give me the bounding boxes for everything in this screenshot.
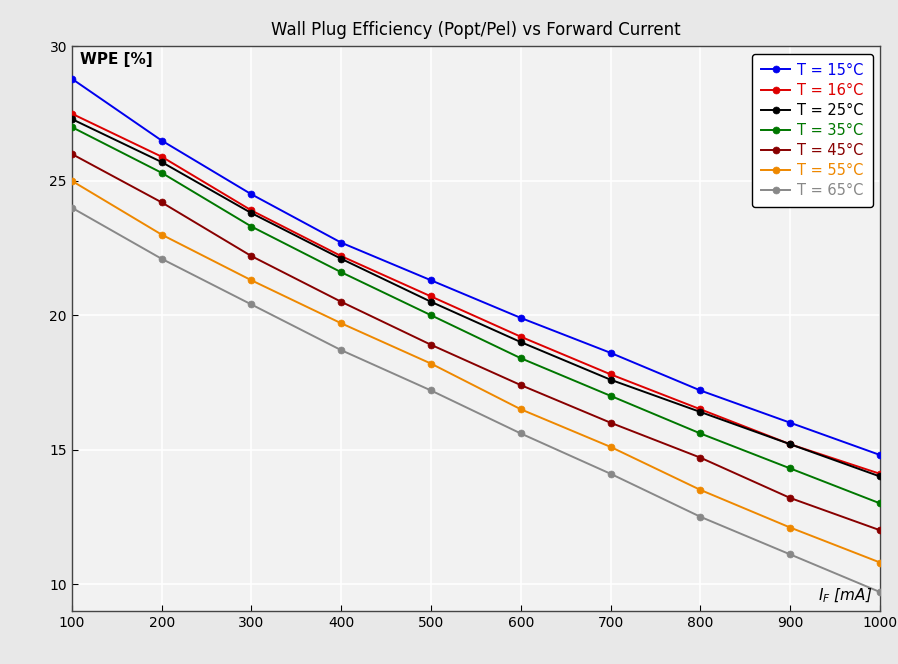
T = 15°C <box>695 386 706 394</box>
T = 35°C <box>875 499 885 507</box>
T = 16°C <box>605 371 616 378</box>
T = 65°C <box>515 430 526 438</box>
T = 25°C <box>875 473 885 481</box>
T = 65°C <box>695 513 706 521</box>
T = 45°C <box>875 527 885 535</box>
T = 45°C <box>515 381 526 389</box>
T = 45°C <box>426 341 436 349</box>
T = 16°C <box>66 110 77 118</box>
T = 55°C <box>875 558 885 566</box>
T = 35°C <box>785 464 796 472</box>
Line: T = 15°C: T = 15°C <box>68 75 884 458</box>
Line: T = 65°C: T = 65°C <box>68 205 884 596</box>
T = 15°C <box>605 349 616 357</box>
T = 15°C <box>515 314 526 322</box>
T = 65°C <box>156 255 167 263</box>
T = 16°C <box>515 333 526 341</box>
T = 45°C <box>66 150 77 158</box>
T = 45°C <box>156 199 167 207</box>
Line: T = 45°C: T = 45°C <box>68 151 884 534</box>
T = 16°C <box>156 153 167 161</box>
T = 25°C <box>426 298 436 306</box>
T = 15°C <box>66 75 77 83</box>
Text: WPE [%]: WPE [%] <box>80 52 153 67</box>
T = 15°C <box>336 238 347 246</box>
T = 55°C <box>336 319 347 327</box>
T = 65°C <box>605 470 616 478</box>
T = 35°C <box>515 355 526 363</box>
T = 35°C <box>605 392 616 400</box>
T = 25°C <box>785 440 796 448</box>
Line: T = 35°C: T = 35°C <box>68 124 884 507</box>
T = 35°C <box>156 169 167 177</box>
T = 35°C <box>426 311 436 319</box>
T = 65°C <box>66 204 77 212</box>
T = 65°C <box>426 386 436 394</box>
T = 65°C <box>246 301 257 309</box>
T = 55°C <box>246 276 257 284</box>
T = 35°C <box>66 123 77 131</box>
T = 25°C <box>515 338 526 346</box>
T = 25°C <box>605 376 616 384</box>
T = 15°C <box>426 276 436 284</box>
T = 15°C <box>156 137 167 145</box>
Line: T = 25°C: T = 25°C <box>68 116 884 480</box>
T = 35°C <box>336 268 347 276</box>
T = 45°C <box>695 454 706 461</box>
T = 45°C <box>785 494 796 502</box>
T = 55°C <box>605 443 616 451</box>
T = 16°C <box>426 292 436 300</box>
T = 16°C <box>246 207 257 214</box>
T = 65°C <box>336 346 347 354</box>
Title: Wall Plug Efficiency (Popt/Pel) vs Forward Current: Wall Plug Efficiency (Popt/Pel) vs Forwa… <box>271 21 681 39</box>
T = 25°C <box>336 255 347 263</box>
T = 16°C <box>336 252 347 260</box>
Text: $I_F$ [mA]: $I_F$ [mA] <box>817 587 872 606</box>
T = 55°C <box>785 524 796 532</box>
T = 16°C <box>875 470 885 478</box>
T = 35°C <box>246 222 257 230</box>
T = 25°C <box>66 115 77 123</box>
T = 55°C <box>695 486 706 494</box>
T = 45°C <box>605 419 616 427</box>
T = 25°C <box>695 408 706 416</box>
T = 15°C <box>785 419 796 427</box>
T = 16°C <box>695 405 706 413</box>
T = 45°C <box>336 298 347 306</box>
T = 25°C <box>156 158 167 166</box>
Line: T = 55°C: T = 55°C <box>68 177 884 566</box>
T = 25°C <box>246 209 257 217</box>
T = 15°C <box>875 451 885 459</box>
T = 55°C <box>515 405 526 413</box>
T = 45°C <box>246 252 257 260</box>
T = 55°C <box>156 230 167 238</box>
Line: T = 16°C: T = 16°C <box>68 110 884 477</box>
T = 65°C <box>785 550 796 558</box>
T = 55°C <box>426 360 436 368</box>
Legend: T = 15°C, T = 16°C, T = 25°C, T = 35°C, T = 45°C, T = 55°C, T = 65°C: T = 15°C, T = 16°C, T = 25°C, T = 35°C, … <box>753 54 873 207</box>
T = 55°C <box>66 177 77 185</box>
T = 15°C <box>246 191 257 199</box>
T = 65°C <box>875 588 885 596</box>
T = 16°C <box>785 440 796 448</box>
T = 35°C <box>695 430 706 438</box>
